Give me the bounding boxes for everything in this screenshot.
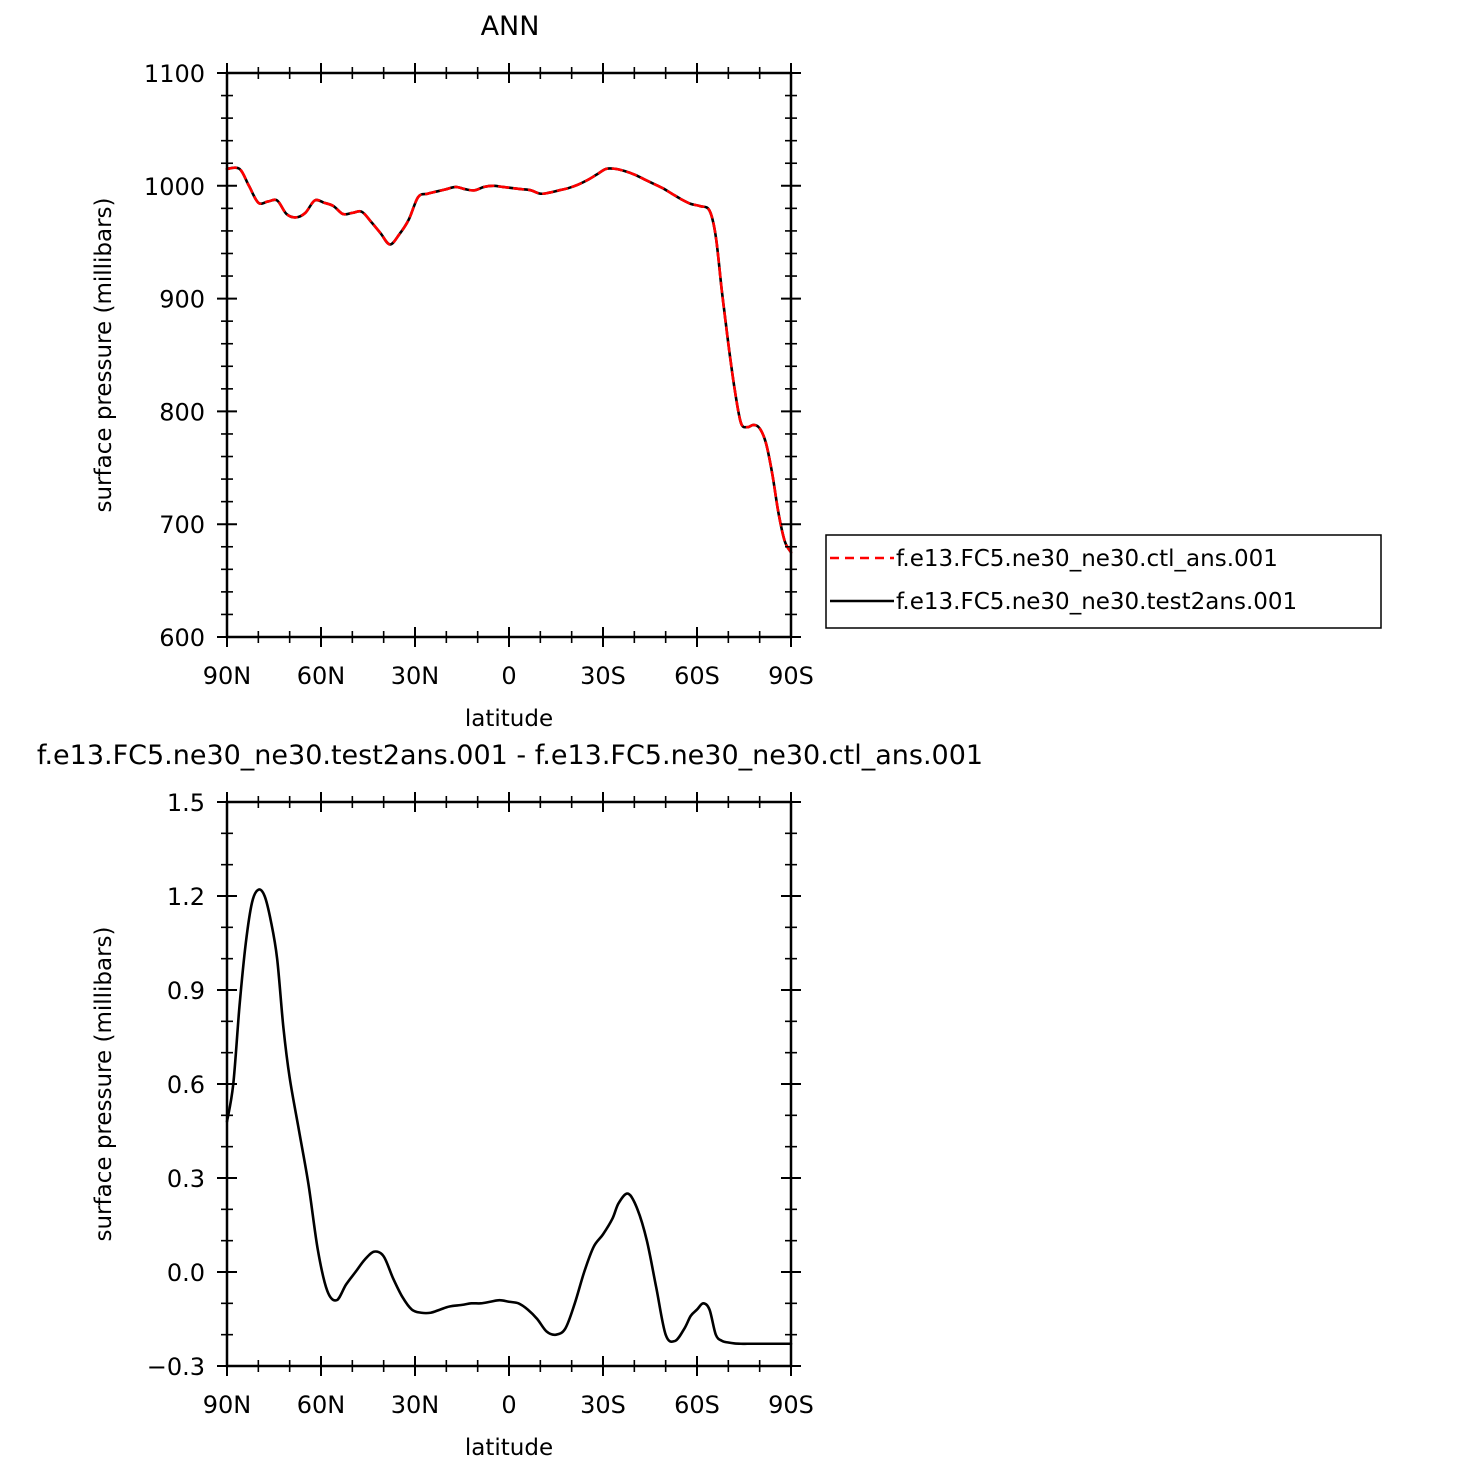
y-tick-label: 0.3: [167, 1165, 205, 1193]
top-chart-title: ANN: [481, 11, 540, 42]
y-tick-label: 0.0: [167, 1259, 205, 1287]
legend-box: [825, 534, 1382, 629]
top-y-axis-label: surface pressure (millibars): [91, 197, 117, 512]
bottom-plot-frame: [225, 800, 793, 1368]
series-line-1: [225, 166, 793, 554]
bottom-axis-ticks: −0.3 0.0 0.3 0.6 0.9 1.2 1.5 90N 60N 30N 0 30S 60S 90…: [147, 789, 814, 1419]
top-plot-frame: [225, 71, 793, 639]
x-tick-label: 60N: [297, 662, 346, 690]
bottom-chart-title: f.e13.FC5.ne30_ne30.test2ans.001 - f.e13…: [37, 740, 983, 771]
x-tick-label: 30S: [580, 1391, 626, 1419]
y-tick-label: 800: [159, 398, 205, 426]
x-tick-label: 90S: [768, 1391, 814, 1419]
y-tick-label: 1.5: [167, 789, 205, 817]
x-tick-label: 0: [501, 1391, 516, 1419]
x-tick-label: 60S: [674, 1391, 720, 1419]
x-tick-label: 90S: [768, 662, 814, 690]
y-tick-label: 1.2: [167, 883, 205, 911]
y-tick-label: 900: [159, 286, 205, 314]
x-tick-label: 60S: [674, 662, 720, 690]
x-tick-label: 60N: [297, 1391, 346, 1419]
bottom-y-axis-label: surface pressure (millibars): [91, 926, 117, 1241]
bottom-plot-area: [225, 888, 793, 1346]
top-axis-ticks: 600 700 800 900 1000 1100 90N 60N 30N 0 30S 60S 90S: [144, 60, 814, 690]
top-x-axis-label: latitude: [465, 706, 553, 732]
y-tick-label: 600: [159, 624, 205, 652]
x-tick-label: 0: [501, 662, 516, 690]
x-tick-label: 30N: [391, 1391, 440, 1419]
series-line-0: [225, 166, 793, 554]
legend-label-ctl: f.e13.FC5.ne30_ne30.ctl_ans.001: [896, 546, 1278, 572]
y-tick-label: 0.6: [167, 1071, 205, 1099]
x-tick-label: 30N: [391, 662, 440, 690]
y-tick-label: −0.3: [147, 1353, 205, 1381]
x-tick-label: 90N: [203, 662, 252, 690]
top-plot-area: [225, 166, 793, 554]
x-tick-label: 30S: [580, 662, 626, 690]
series-line-0: [225, 888, 793, 1346]
top-chart-panel: ANN 600 700 800 900 1000 1100 90N 60N 30N 0 30S 60S…: [91, 11, 814, 732]
bottom-chart-panel: f.e13.FC5.ne30_ne30.test2ans.001 - f.e13…: [37, 740, 983, 1461]
x-tick-label: 90N: [203, 1391, 252, 1419]
y-tick-label: 700: [159, 511, 205, 539]
y-tick-label: 1000: [144, 173, 205, 201]
legend: f.e13.FC5.ne30_ne30.ctl_ans.001 f.e13.FC…: [825, 534, 1382, 629]
legend-label-test: f.e13.FC5.ne30_ne30.test2ans.001: [896, 589, 1297, 615]
bottom-x-axis-label: latitude: [465, 1435, 553, 1461]
y-tick-label: 1100: [144, 60, 205, 88]
y-tick-label: 0.9: [167, 977, 205, 1005]
